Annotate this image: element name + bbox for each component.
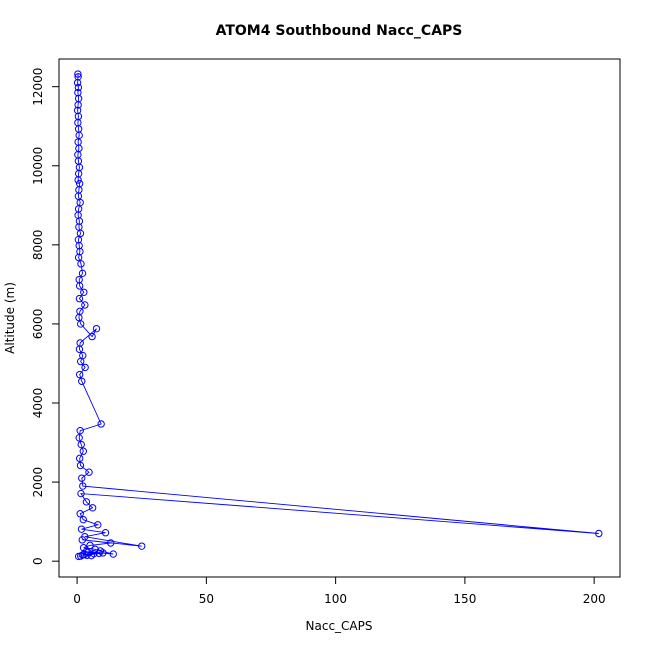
data-point [88, 504, 97, 512]
data-point [78, 377, 86, 385]
x-tick-label: 200 [583, 592, 606, 606]
data-point [74, 176, 82, 184]
data-point [74, 83, 83, 92]
data-point [75, 454, 84, 463]
x-axis-label: Nacc_CAPS [306, 619, 373, 633]
y-tick-label: 6000 [31, 309, 45, 340]
data-point [595, 529, 603, 538]
data-point [81, 363, 89, 372]
x-tick-label: 50 [199, 592, 214, 606]
data-point [88, 332, 96, 341]
data-point [76, 510, 84, 518]
data-point [78, 269, 87, 278]
data-point [75, 294, 84, 303]
data-point [138, 542, 146, 550]
data-point [77, 525, 86, 533]
data-point [85, 468, 93, 476]
data-point [107, 539, 115, 547]
data-point [101, 529, 110, 537]
data-point [77, 489, 85, 498]
data-point [91, 545, 99, 554]
x-axis: 0 50 100 150 200 [73, 576, 606, 606]
data-point [94, 521, 102, 529]
y-tick-label: 0 [31, 557, 45, 565]
data-point [77, 260, 85, 268]
data-point [74, 70, 82, 78]
x-tick-label: 150 [453, 592, 476, 606]
y-tick-label: 8000 [31, 230, 45, 261]
data-point [75, 345, 84, 353]
y-tick-label: 2000 [31, 467, 45, 498]
data-point [74, 253, 83, 262]
data-point [109, 550, 117, 558]
x-tick-label: 0 [73, 592, 81, 606]
data-point [74, 101, 82, 109]
data-point [87, 551, 96, 560]
data-point [77, 440, 85, 449]
data-point [80, 288, 88, 296]
data-point [79, 447, 88, 455]
data-point [76, 461, 85, 470]
data-point [74, 552, 83, 561]
data-point [78, 474, 86, 482]
data-point [75, 434, 83, 442]
data-point [92, 324, 101, 333]
data-point [81, 301, 89, 309]
series-layer [73, 70, 603, 561]
data-point [99, 549, 107, 557]
series-line [77, 73, 599, 557]
data-point [79, 482, 87, 490]
data-point [97, 420, 105, 428]
data-point [73, 79, 82, 87]
data-point [95, 549, 103, 557]
data-point [78, 536, 86, 544]
data-point [76, 426, 84, 435]
y-tick-label: 10000 [31, 147, 45, 185]
y-axis-label: Altitude (m) [3, 282, 17, 354]
data-point [77, 357, 85, 366]
data-point [82, 498, 91, 506]
plot-frame [58, 58, 621, 578]
chart-title: ATOM4 Southbound Nacc_CAPS [216, 23, 463, 39]
y-tick-label: 4000 [31, 388, 45, 419]
data-point [75, 370, 84, 379]
data-point [79, 515, 88, 524]
y-tick-label: 12000 [31, 68, 45, 106]
y-axis: 0 2000 4000 6000 8000 10000 12000 [31, 68, 60, 565]
x-tick-label: 100 [324, 592, 347, 606]
data-point [75, 282, 84, 290]
data-point [77, 320, 85, 328]
data-point [86, 541, 94, 550]
data-point [76, 229, 85, 238]
